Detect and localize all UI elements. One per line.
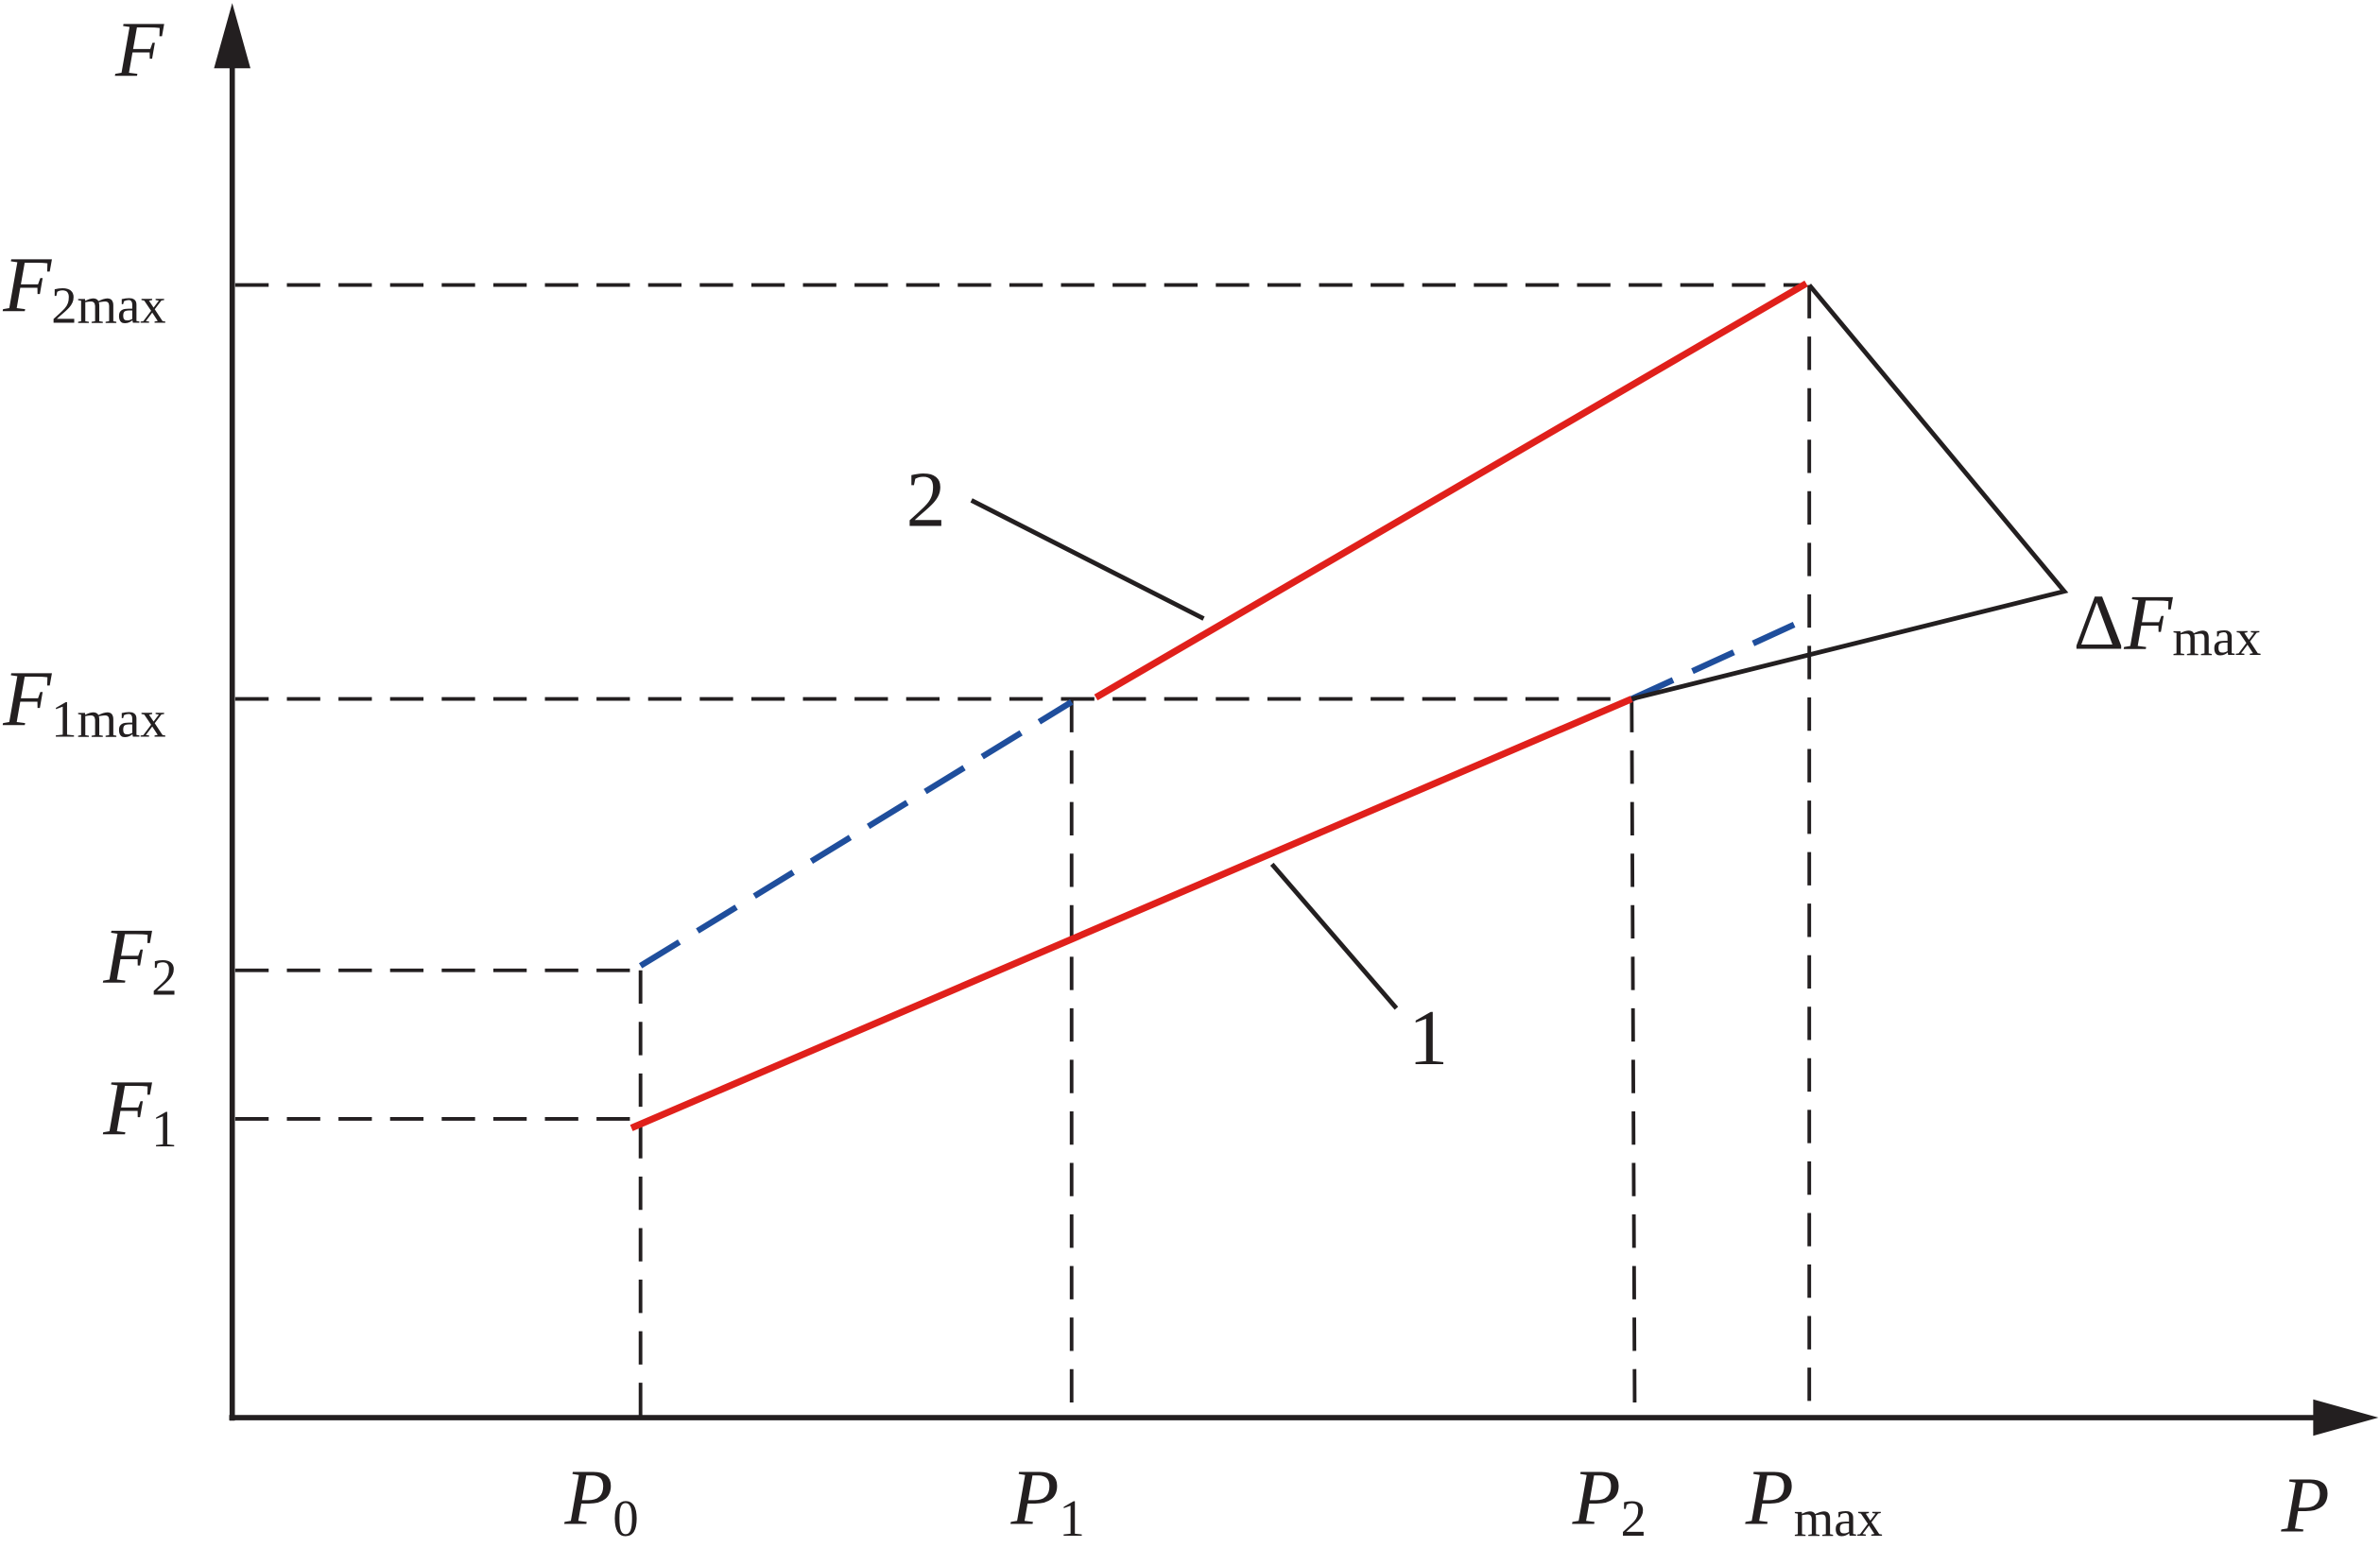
- subscript: 1: [151, 1100, 177, 1158]
- prefix: Δ: [2074, 580, 2125, 667]
- leader-2: [970, 498, 1205, 621]
- y-label: F1: [102, 1065, 177, 1158]
- x-label: P0: [563, 1454, 638, 1547]
- y-axis-label: F: [114, 7, 164, 94]
- y-arrow: [214, 3, 250, 69]
- extension-2: [638, 699, 1074, 969]
- symbol: F: [2123, 580, 2173, 667]
- guides: [234, 283, 1812, 1419]
- x-arrow: [2313, 1399, 2379, 1436]
- symbol: F: [102, 1065, 152, 1152]
- extension-1: [1630, 622, 1796, 702]
- symbol: P: [1572, 1454, 1621, 1541]
- x-label: P1: [1010, 1454, 1085, 1547]
- delta-label: ΔFmax: [2074, 580, 2262, 667]
- subscript: max: [1794, 1489, 1883, 1547]
- subscript: 1max: [51, 691, 165, 748]
- delta-leader: [1630, 284, 2069, 701]
- curve-label: 1: [1408, 995, 1448, 1082]
- curve-label: 2: [906, 457, 946, 544]
- symbol: F: [2, 242, 52, 329]
- leader-1: [1269, 862, 1399, 1010]
- x-label: P2: [1572, 1454, 1647, 1547]
- subscript: 1: [1060, 1489, 1085, 1547]
- guide-p2: [1630, 698, 1637, 1419]
- y-label: F2max: [2, 242, 165, 335]
- symbol: F: [2, 656, 52, 743]
- y-label: F2: [102, 914, 177, 1006]
- symbol: P: [1745, 1454, 1794, 1541]
- symbol: P: [563, 1454, 612, 1541]
- x-label: Pmax: [1745, 1454, 1883, 1547]
- line-2: [1094, 280, 1808, 701]
- x-axis-label: P: [2281, 1462, 2330, 1548]
- subscript: max: [2172, 609, 2261, 666]
- subscript: 2: [1621, 1489, 1647, 1547]
- y-label: F1max: [2, 656, 165, 748]
- subscript: 2max: [51, 277, 165, 335]
- symbol: F: [102, 914, 152, 1001]
- subscript: 2: [151, 948, 177, 1006]
- line-1: [629, 696, 1633, 1131]
- subscript: 0: [612, 1489, 638, 1547]
- symbol: P: [1010, 1454, 1060, 1541]
